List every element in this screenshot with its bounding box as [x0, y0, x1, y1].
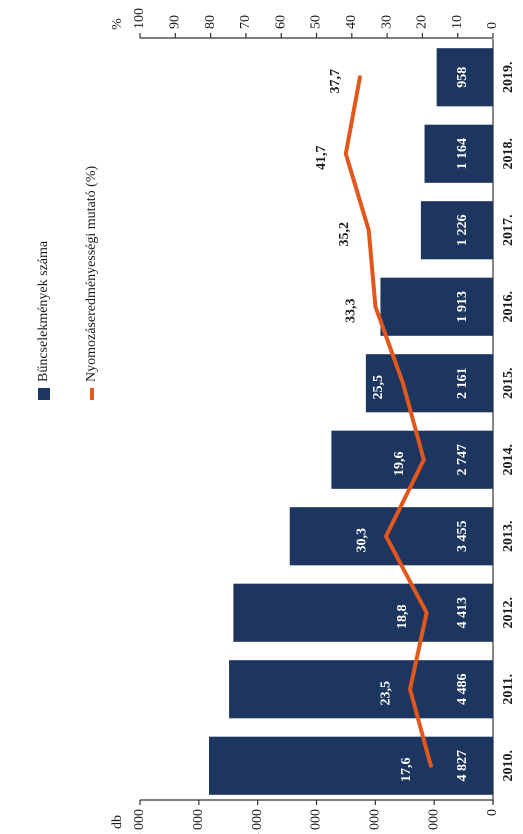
bar-value-label: 1 226: [455, 215, 470, 247]
bar-value-label: 4 827: [455, 750, 470, 782]
y-axis-label: db: [110, 815, 125, 829]
y2-tick-label: 90: [168, 15, 183, 29]
bar: [229, 660, 493, 719]
bar-value-label: 3 455: [455, 521, 470, 553]
y2-tick-label: 70: [238, 15, 253, 29]
y-tick-label: 6 000: [132, 809, 147, 834]
x-tick-label: 2016.: [501, 291, 516, 323]
x-tick-label: 2011.: [501, 674, 516, 705]
bar: [424, 124, 494, 183]
x-tick-label: 2017.: [501, 215, 516, 247]
line-value-label: 25,5: [371, 375, 386, 400]
bar-value-label: 2 747: [455, 444, 470, 476]
y-tick-label: 5 000: [191, 809, 206, 834]
bar: [380, 277, 494, 336]
y2-tick-label: 100: [132, 8, 147, 29]
y2-tick-label: 20: [415, 15, 430, 29]
y-tick-label: 2 000: [368, 809, 383, 834]
y2-axis-label: %: [110, 18, 125, 30]
x-tick-label: 2010.: [501, 750, 516, 782]
y-tick-label: 4 000: [250, 809, 265, 834]
bar: [420, 201, 493, 260]
bar: [233, 583, 493, 642]
x-tick-label: 2013.: [501, 521, 516, 553]
x-tick-label: 2018.: [501, 138, 516, 170]
bar-value-label: 1 164: [455, 138, 470, 170]
line: [343, 75, 433, 768]
y2-tick-label: 60: [273, 15, 288, 29]
legend-label: Bűncselekmények száma: [36, 240, 51, 382]
y2-tick-label: 10: [450, 15, 465, 29]
y2-tick-label: 50: [309, 15, 324, 29]
legend-swatch: [38, 388, 50, 400]
line-value-label: 17,6: [399, 758, 414, 783]
bar: [289, 507, 493, 566]
legend-label: Nyomozáseredményességi mutató (%): [84, 166, 99, 382]
y-tick-label: 0: [485, 809, 500, 816]
bar-value-label: 2 161: [455, 368, 470, 400]
x-tick-label: 2015.: [501, 368, 516, 400]
y-tick-label: 3 000: [309, 809, 324, 834]
chart-body: 0 1 000 2 000 3 000 4 000 5 000 6 000 db 0 10 20 30…: [36, 8, 516, 834]
bar-value-label: 958: [455, 67, 470, 88]
y2-tick-label: 40: [344, 15, 359, 29]
line-value-label: 33,3: [344, 299, 359, 324]
line-value-label: 30,3: [354, 528, 369, 553]
x-tick-label: 2012.: [501, 597, 516, 629]
bar-value-label: 4 413: [455, 597, 470, 629]
bar: [209, 736, 493, 795]
x-tick-label: 2019.: [501, 62, 516, 94]
line-value-label: 18,8: [395, 605, 410, 630]
bar: [331, 430, 493, 489]
y-tick-label: 1 000: [426, 809, 441, 834]
y2-tick-label: 30: [379, 15, 394, 29]
y2-tick-label: 0: [485, 22, 500, 29]
line-value-label: 35,2: [337, 222, 352, 247]
bar-value-label: 1 913: [455, 291, 470, 323]
line-value-label: 23,5: [378, 681, 393, 706]
x-tick-label: 2014.: [501, 444, 516, 476]
bar: [436, 48, 493, 107]
line-value-label: 37,7: [328, 69, 343, 94]
line-value-label: 19,6: [392, 452, 407, 477]
y2-tick-label: 80: [203, 15, 218, 29]
bar-value-label: 4 486: [455, 674, 470, 706]
line-value-label: 41,7: [314, 146, 329, 171]
